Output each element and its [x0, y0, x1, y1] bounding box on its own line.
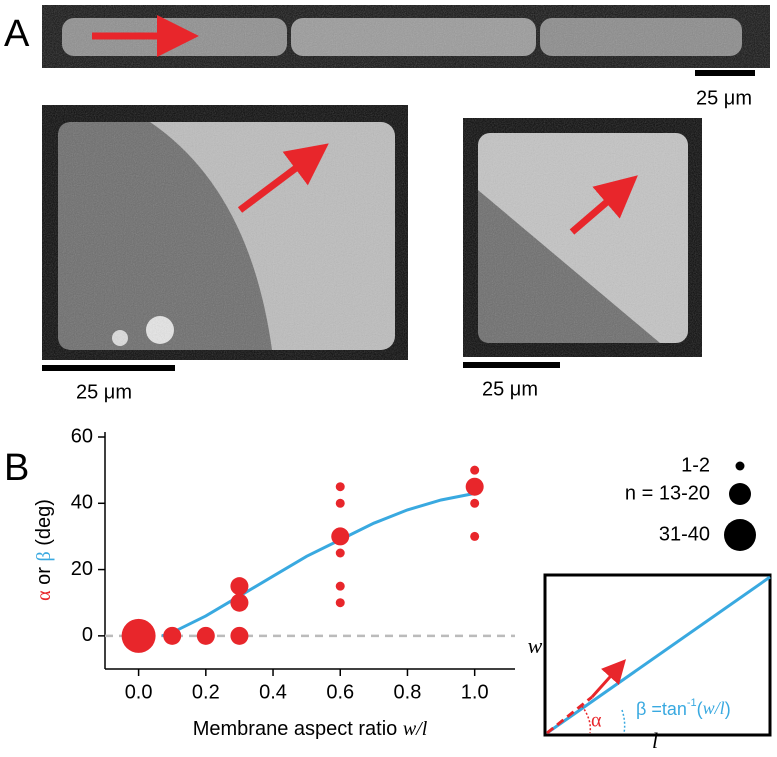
data-point — [335, 548, 345, 558]
x-tick-label: 0.8 — [394, 681, 422, 703]
data-point — [196, 626, 215, 645]
inset-diagram — [543, 573, 772, 737]
legend-marker — [735, 461, 745, 471]
legend-marker — [729, 483, 751, 505]
y-axis-label-part: (deg) — [33, 499, 55, 551]
y-tick-label: 60 — [71, 425, 93, 447]
data-point — [121, 618, 156, 653]
micrograph-strip — [42, 5, 770, 68]
panel-label: A — [4, 13, 30, 55]
x-tick-label: 0.6 — [326, 681, 354, 703]
y-tick-label: 0 — [82, 624, 93, 646]
micrograph-rect — [42, 105, 408, 360]
data-point — [335, 498, 345, 508]
y-tick-label: 40 — [71, 492, 93, 514]
inset-l: l — [652, 728, 658, 752]
beta-close: ) — [725, 699, 731, 719]
x-axis-label-var: w/l — [403, 718, 428, 740]
y-axis-label: α or β (deg) — [33, 499, 56, 601]
data-point — [470, 498, 480, 508]
data-point — [470, 465, 480, 475]
scale-bar-label: 25 μm — [696, 87, 752, 109]
x-axis-label-text: Membrane aspect ratio — [193, 718, 403, 740]
data-point — [470, 531, 480, 541]
legend-label: 31-40 — [659, 523, 710, 545]
x-axis-label: Membrane aspect ratio w/l — [193, 718, 428, 741]
x-tick-label: 0.4 — [259, 681, 287, 703]
data-point — [331, 527, 350, 546]
beta-arg: w/l — [703, 698, 725, 718]
beta-open: ( — [697, 699, 703, 719]
y-axis-label-part: or — [33, 562, 55, 591]
beta-text: β =tan — [636, 699, 687, 719]
x-tick-label: 1.0 — [461, 681, 489, 703]
beta-sup: -1 — [687, 697, 697, 709]
x-tick-label: 0.0 — [125, 681, 153, 703]
legend-marker — [724, 519, 756, 551]
data-point — [230, 626, 249, 645]
x-tick-label: 0.2 — [192, 681, 220, 703]
data-point — [335, 482, 345, 492]
inset-beta: β =tan-1(w/l) — [636, 697, 731, 719]
y-axis-label-part: β — [33, 551, 55, 561]
micrograph-square — [463, 118, 702, 357]
scale-bar-label: 25 μm — [76, 381, 132, 403]
y-axis-label-part: α — [33, 590, 55, 601]
data-point — [335, 598, 345, 608]
data-point — [465, 477, 484, 496]
inset-w: w — [528, 633, 543, 658]
y-tick-label: 20 — [71, 558, 93, 580]
legend-label: 1-2 — [681, 454, 710, 476]
legend-label: n = 13-20 — [625, 482, 710, 504]
inset-alpha: α — [591, 710, 602, 732]
data-point — [230, 577, 249, 596]
scale-bar-label: 25 μm — [482, 378, 538, 400]
panel-label: B — [4, 447, 29, 489]
data-point — [163, 626, 182, 645]
data-point — [335, 581, 345, 591]
data-point — [230, 593, 249, 612]
fit-curve — [161, 491, 475, 638]
